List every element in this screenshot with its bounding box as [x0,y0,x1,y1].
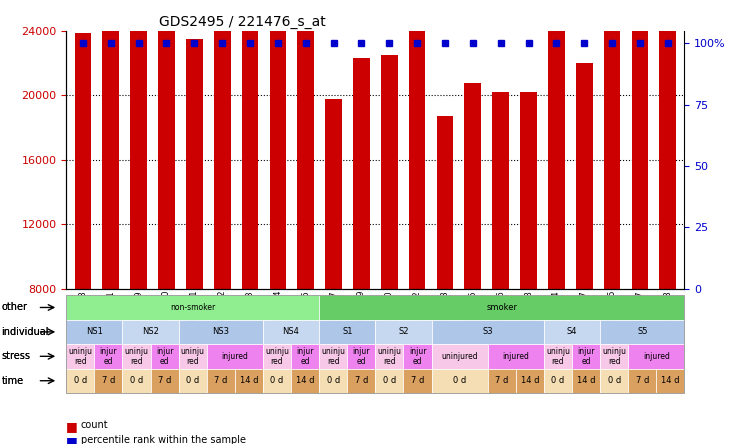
Text: uninju
red: uninju red [546,347,570,366]
Bar [492,92,509,289]
Bar [408,15,425,289]
Bar [381,55,397,289]
Text: 0 d: 0 d [453,376,467,385]
Text: 0 d: 0 d [383,376,396,385]
Text: ■: ■ [66,420,78,432]
Text: 0 d: 0 d [608,376,621,385]
Text: 0 d: 0 d [186,376,199,385]
Text: injur
ed: injur ed [577,347,595,366]
Text: injur
ed: injur ed [156,347,174,366]
Text: 0 d: 0 d [551,376,565,385]
Bar [520,92,537,289]
Text: uninjured: uninjured [442,352,478,361]
Text: 0 d: 0 d [327,376,340,385]
Text: injur
ed: injur ed [353,347,370,366]
Text: uninju
red: uninju red [68,347,92,366]
Bar [269,0,286,289]
Bar [214,12,230,289]
Text: injur
ed: injur ed [99,347,117,366]
Text: NS3: NS3 [212,327,230,337]
Bar [436,116,453,289]
Text: other: other [1,302,27,313]
Text: uninju
red: uninju red [181,347,205,366]
Text: time: time [1,376,24,386]
Bar [631,0,648,289]
Text: ■: ■ [66,435,78,444]
Text: injured: injured [503,352,529,361]
Bar [353,59,369,289]
Text: individual: individual [1,327,49,337]
Text: uninju
red: uninju red [378,347,401,366]
Bar [74,33,91,289]
Text: percentile rank within the sample: percentile rank within the sample [81,435,246,444]
Text: individual: individual [1,327,49,337]
Bar [325,99,342,289]
Text: NS1: NS1 [86,327,103,337]
Text: 7 d: 7 d [158,376,171,385]
Bar [241,23,258,289]
Text: 14 d: 14 d [577,376,595,385]
Text: 0 d: 0 d [74,376,87,385]
Text: 7 d: 7 d [214,376,227,385]
Text: 0 d: 0 d [130,376,143,385]
Text: uninju
red: uninju red [265,347,289,366]
Text: uninju
red: uninju red [602,347,626,366]
Text: S2: S2 [398,327,408,337]
Text: injur
ed: injur ed [408,347,426,366]
Bar [102,15,119,289]
Bar [130,28,147,289]
Text: GDS2495 / 221476_s_at: GDS2495 / 221476_s_at [159,15,326,29]
Text: injur
ed: injur ed [297,347,314,366]
Text: S1: S1 [342,327,353,337]
Text: 14 d: 14 d [661,376,679,385]
Text: 7 d: 7 d [636,376,649,385]
Text: NS4: NS4 [283,327,300,337]
Text: 0 d: 0 d [270,376,283,385]
Text: stress: stress [1,351,30,361]
Text: 7 d: 7 d [102,376,115,385]
Text: uninju
red: uninju red [124,347,149,366]
Text: 14 d: 14 d [296,376,314,385]
Bar [576,63,592,289]
Text: other: other [1,302,27,313]
Bar [659,0,676,289]
Bar [464,83,481,289]
Text: 14 d: 14 d [520,376,539,385]
Text: 7 d: 7 d [495,376,509,385]
Text: uninju
red: uninju red [321,347,345,366]
Text: S4: S4 [567,327,577,337]
Text: count: count [81,420,109,430]
Text: NS2: NS2 [142,327,159,337]
Text: stress: stress [1,351,30,361]
Bar [548,28,565,289]
Bar [604,0,620,289]
Text: time: time [1,376,24,386]
Text: S3: S3 [483,327,493,337]
Text: 14 d: 14 d [240,376,258,385]
Text: S5: S5 [637,327,648,337]
Text: smoker: smoker [486,303,517,312]
Bar [186,39,202,289]
Text: non-smoker: non-smoker [170,303,216,312]
Text: injured: injured [222,352,248,361]
Bar [158,0,175,289]
Text: 7 d: 7 d [411,376,424,385]
Text: 7 d: 7 d [355,376,368,385]
Text: injured: injured [643,352,670,361]
Bar [297,0,314,289]
